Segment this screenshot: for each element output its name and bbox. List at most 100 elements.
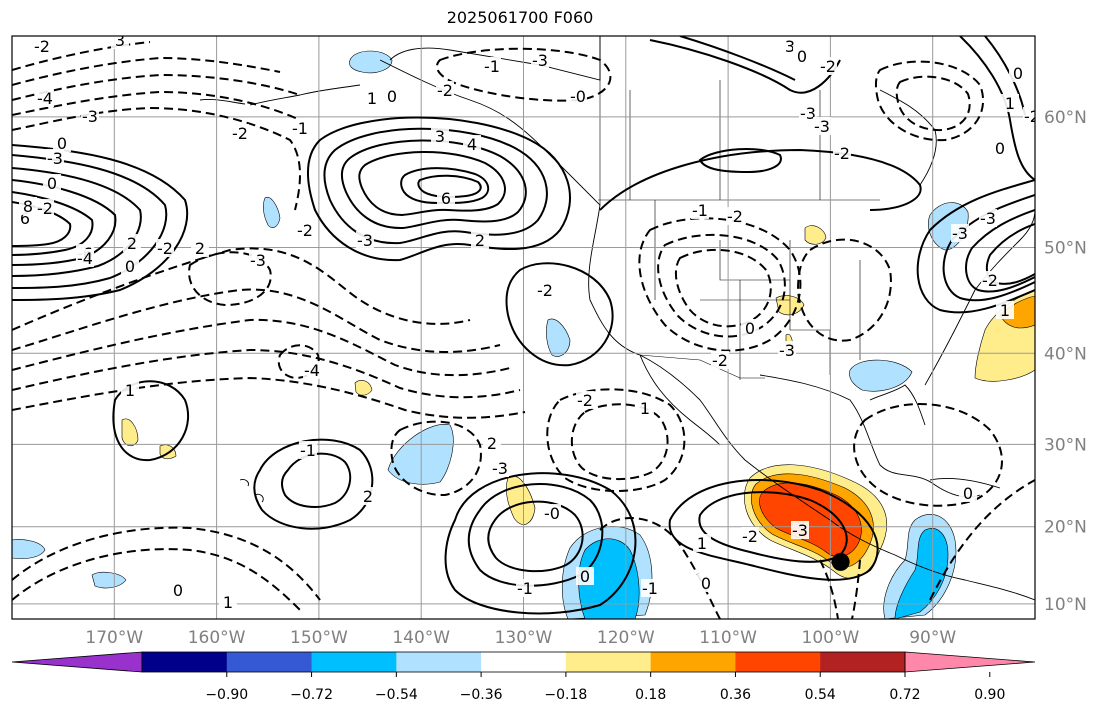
contour-label: -3 [980,209,996,228]
contour-positive [280,452,352,508]
contour-label: -1 [692,201,708,220]
coastline-florida [869,384,926,426]
contour-negative [570,403,669,481]
colorbar-segment [226,652,313,672]
contour-positive [307,116,571,262]
contour-label: 2 [475,231,485,250]
contour-label-backdrop [996,301,1014,319]
contour-label: -4 [77,249,93,268]
contour-label-backdrop [799,104,817,122]
contour-positive [417,174,482,198]
longitude-tick-label: 120°W [597,628,655,648]
contour-label: 0 [797,47,807,66]
contour-negative [12,73,301,101]
contour-label: -2 [437,81,453,100]
contour-label-backdrop [483,57,501,75]
contour-label: 3 [435,127,445,146]
contour-label: -4 [304,361,320,380]
cold-anomaly-patch [349,50,393,74]
contour-negative [12,288,501,353]
storm-center-marker [831,552,850,571]
contour-label-backdrop [19,197,37,215]
contour-label: 0 [173,581,183,600]
contour-label: -2 [157,239,173,258]
colorbar-frame [141,651,906,673]
contour-label-backdrop [793,47,811,65]
colorbar-tick-label: 0.72 [889,687,920,703]
contour-label: -3 [250,251,266,270]
contour-negative [435,47,612,102]
contour-label-backdrop [636,399,654,417]
contour-positive [358,151,506,217]
colorbar-segment [481,652,567,672]
contour-label: 0 [125,257,135,276]
contour-label: 3 [115,31,125,50]
graticule [12,36,1035,619]
contour-label: -3 [47,149,63,168]
contour-positive [916,179,1035,314]
contour-label-backdrop [431,127,449,145]
contour-label-backdrop [979,209,997,227]
contour-negative [12,247,471,331]
colorbar-segment [565,652,652,672]
longitude-tick-label: 110°W [699,628,757,648]
contour-label: -2 [982,271,998,290]
contour-label: -2 [712,351,728,370]
warm-anomaly-patch [121,418,139,447]
contour-negative [796,238,892,342]
contour-positive [112,380,190,462]
contour-label-backdrop [43,174,61,192]
contour-lines-dashed [12,41,1035,619]
contour-label: 0 [57,134,67,153]
border-canada-provinces [629,80,821,200]
contour-label: 3 [785,37,795,56]
contour-positive [12,179,117,266]
contour-label-backdrop [33,37,51,55]
contour-label: 1 [697,534,707,553]
contour-label-backdrop [536,281,554,299]
contour-label-backdrop [641,579,659,597]
colorbar-segment [735,652,821,672]
contour-label-backdrop [249,251,267,269]
contour-negative [12,376,526,419]
contour-negative [929,479,1035,601]
contour-positive [668,479,879,581]
contour-positive [505,262,614,367]
contour-negative [546,388,686,492]
contour-label: -3 [814,117,830,136]
contour-negative [12,548,301,611]
contour-label: 1 [367,89,377,108]
latitude-axis: 60°N 50°N 40°N 30°N 20°N 10°N [1044,108,1087,615]
contour-label-backdrop [991,139,1009,157]
coastline-gulf-of-california [639,354,721,446]
contour-label-backdrop [291,119,309,137]
contour-label-backdrop [576,391,594,409]
contour-label-backdrop [516,579,534,597]
longitude-tick-label: 170°W [85,628,143,648]
contour-label: -3 [492,459,508,478]
contour-positive [487,500,584,573]
contour-label: 2 [195,239,205,258]
colorbar-tick-label: −0.54 [375,687,418,703]
colorbar: −0.90 −0.72 −0.54 −0.36 −0.18 0.18 0.36 0.54 0.7… [11,651,1036,703]
contour-label-backdrop [359,487,377,505]
contour-label-backdrop [569,87,587,105]
longitude-tick-label: 130°W [495,628,553,648]
map-panel: -23-4-3-2-1-2-3-40202-3-603462-2-368-4-2… [11,31,1036,620]
contour-label-backdrop [121,381,139,399]
contour-label-backdrop [383,87,401,105]
contour-label: 1 [223,593,233,612]
map-frame [11,35,1036,620]
contour-label: 0 [745,319,755,338]
longitude-tick-label: 90°W [909,628,956,648]
contour-label: 0 [701,574,711,593]
colorbar-tick-label: −0.72 [290,687,333,703]
latitude-tick-label: 40°N [1044,344,1087,364]
contour-positive [400,167,490,205]
contour-label: 0 [387,87,397,106]
contour-label-backdrop [76,249,94,267]
contour-negative [819,559,861,619]
contour-label-backdrop [121,257,139,275]
contour-positive [965,209,1035,293]
